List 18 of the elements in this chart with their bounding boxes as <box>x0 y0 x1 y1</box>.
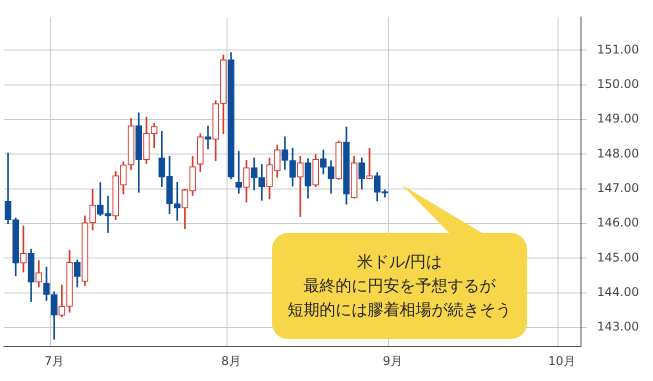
y-tick-label: 150.00 <box>597 76 640 91</box>
x-tick-label: 7月 <box>44 354 64 368</box>
y-tick-label: 151.00 <box>597 42 640 56</box>
y-tick-label: 144.00 <box>597 284 640 299</box>
y-tick-label: 147.00 <box>597 180 640 195</box>
candlestick <box>204 126 212 150</box>
x-tick-label: 10月 <box>548 354 576 368</box>
annotation: 最終的に円安を予想するが <box>304 275 496 297</box>
annotation: 米ドル/円は <box>356 251 442 273</box>
x-tick-label: 9月 <box>382 354 402 368</box>
y-tick-label: 148.00 <box>597 146 640 160</box>
y-tick-label: 146.00 <box>597 216 640 230</box>
y-tick-label: 149.00 <box>597 112 640 126</box>
y-tick-label: 143.00 <box>597 320 640 334</box>
x-tick-label: 8月 <box>221 354 241 368</box>
annotation: 短期的には膠着相場が続きそう <box>288 299 512 321</box>
candlestick <box>366 148 373 180</box>
y-tick-label: 145.00 <box>597 250 640 264</box>
